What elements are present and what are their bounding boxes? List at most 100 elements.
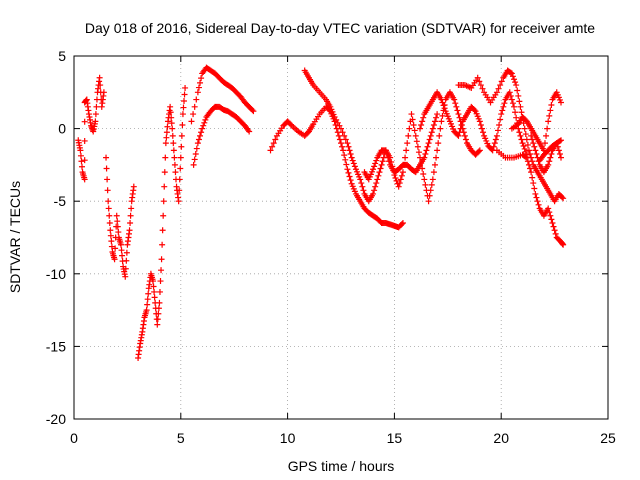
data-point — [517, 103, 524, 110]
data-point — [456, 114, 463, 121]
data-point — [341, 132, 348, 139]
data-point — [197, 79, 204, 86]
x-tick-label: 0 — [70, 430, 78, 446]
data-point — [471, 107, 478, 114]
data-point — [456, 129, 463, 136]
data-point — [462, 136, 469, 143]
data-point — [429, 176, 436, 183]
data-point — [272, 136, 279, 143]
data-point — [512, 109, 519, 116]
data-point — [374, 176, 381, 183]
data-point — [412, 132, 419, 139]
data-point — [349, 157, 356, 164]
data-point — [164, 123, 171, 130]
data-point — [170, 147, 177, 154]
data-point — [335, 132, 342, 139]
data-point — [546, 158, 553, 165]
data-point — [525, 147, 532, 154]
data-point — [340, 147, 347, 154]
data-point — [533, 194, 540, 201]
data-point — [119, 252, 126, 259]
data-point — [360, 187, 367, 194]
data-point — [372, 160, 379, 167]
series-track-g — [301, 67, 441, 205]
data-point — [150, 283, 157, 290]
data-point — [373, 180, 380, 187]
data-point — [406, 125, 413, 132]
data-point — [162, 140, 169, 147]
data-point — [479, 85, 486, 92]
data-point — [524, 141, 531, 148]
data-point — [167, 109, 174, 116]
grid-lines — [74, 56, 608, 419]
data-point — [81, 157, 88, 164]
data-point — [195, 84, 202, 91]
data-point — [409, 116, 416, 123]
data-point — [428, 181, 435, 188]
data-point — [453, 103, 460, 110]
data-point — [431, 161, 438, 168]
data-point — [160, 198, 167, 205]
x-tick-label: 15 — [387, 430, 403, 446]
data-point — [81, 176, 88, 183]
data-point — [436, 132, 443, 139]
data-point — [513, 82, 520, 89]
data-point — [193, 96, 200, 103]
data-point — [179, 121, 186, 128]
data-point — [182, 84, 189, 91]
data-point — [548, 151, 555, 158]
data-point — [558, 137, 565, 144]
data-point — [200, 122, 207, 129]
data-point — [345, 143, 352, 150]
data-point — [195, 136, 202, 143]
data-point — [490, 143, 497, 150]
data-point — [545, 205, 552, 212]
data-point — [480, 129, 487, 136]
data-point — [270, 140, 277, 147]
data-point — [123, 249, 130, 256]
data-point — [532, 147, 539, 154]
data-point — [458, 121, 465, 128]
data-point — [154, 321, 161, 328]
data-point — [379, 158, 386, 165]
series-track-d — [188, 64, 257, 125]
data-point — [399, 169, 406, 176]
data-point — [533, 151, 540, 158]
data-point — [339, 129, 346, 136]
data-point — [201, 119, 208, 126]
data-point — [534, 198, 541, 205]
data-point — [495, 85, 502, 92]
data-point — [100, 89, 107, 96]
data-point — [397, 176, 404, 183]
data-point — [168, 114, 175, 121]
data-point — [373, 157, 380, 164]
data-point — [497, 116, 504, 123]
data-point — [408, 111, 415, 118]
data-point — [547, 107, 554, 114]
data-point — [500, 103, 507, 110]
data-point — [544, 125, 551, 132]
plot-border — [73, 55, 609, 420]
x-tick-label: 10 — [280, 430, 296, 446]
data-point — [192, 151, 199, 158]
data-point — [414, 143, 421, 150]
data-point — [451, 96, 458, 103]
data-point — [127, 219, 134, 226]
data-point — [398, 221, 405, 228]
data-point — [418, 121, 425, 128]
data-point — [434, 147, 441, 154]
data-point — [548, 102, 555, 109]
data-point — [393, 177, 400, 184]
data-point — [342, 156, 349, 163]
data-point — [336, 136, 343, 143]
data-point — [515, 92, 522, 99]
data-point — [176, 187, 183, 194]
data-point — [434, 111, 441, 118]
data-point — [155, 305, 162, 312]
data-point — [516, 98, 523, 105]
data-point — [501, 100, 508, 107]
series-track-n — [536, 137, 565, 164]
data-point — [344, 140, 351, 147]
data-point — [556, 137, 563, 144]
data-point — [167, 103, 174, 110]
